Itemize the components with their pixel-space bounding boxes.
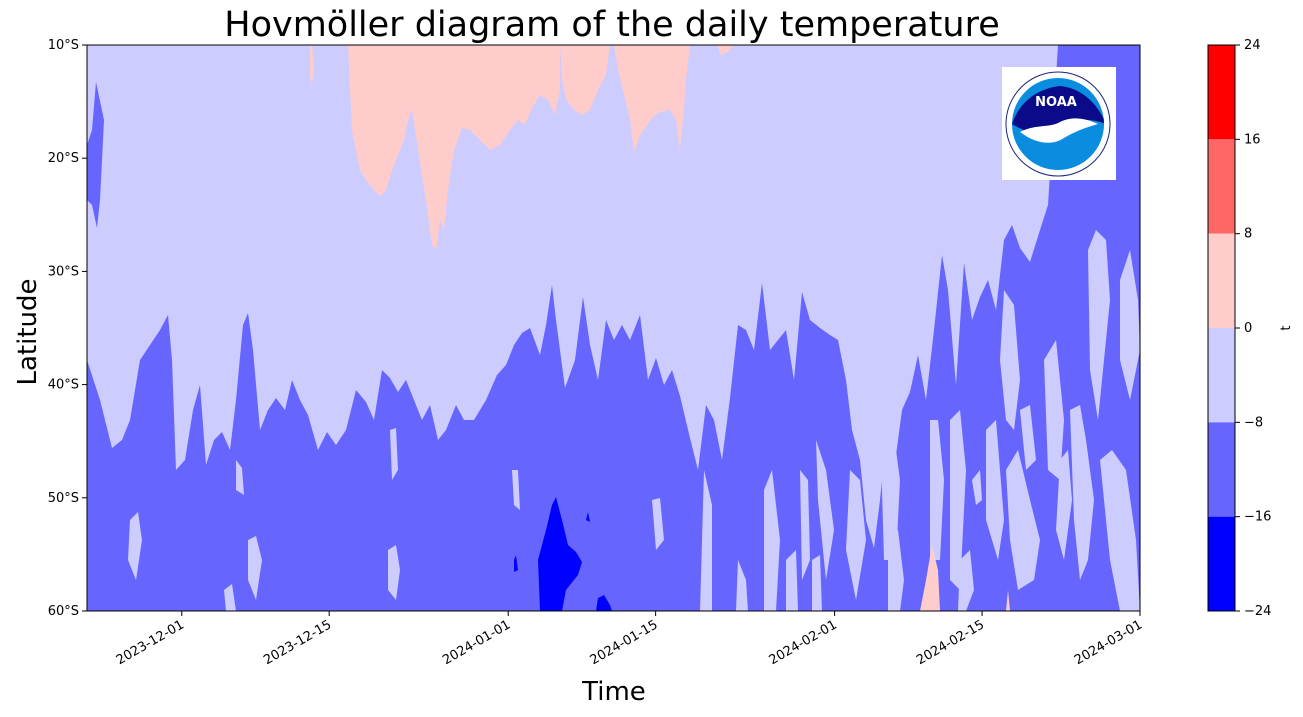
- colorbar-segment: [1208, 516, 1235, 611]
- band-medium-blue-south: [87, 45, 1140, 611]
- band-light-red: [310, 45, 1010, 611]
- y-tick-label: 10°S: [48, 38, 79, 53]
- x-tick-label: 2024-03-01: [1072, 617, 1145, 668]
- x-tick-label: 2024-01-15: [588, 617, 661, 668]
- y-tick-label: 30°S: [48, 264, 79, 279]
- colorbar: 24 16 8 0 −8 −16 −24: [1207, 38, 1271, 619]
- colorbar-tick-label: 0: [1244, 321, 1252, 336]
- y-tick-label: 60°S: [48, 604, 79, 619]
- y-tick-label: 20°S: [48, 151, 79, 166]
- chart-title: Hovmöller diagram of the daily temperatu…: [224, 5, 1000, 45]
- x-tick-label: 2024-02-15: [914, 617, 987, 668]
- colorbar-tick-label: −8: [1244, 415, 1263, 430]
- noaa-logo: NOAA: [1002, 67, 1116, 180]
- y-axis: 10°S 20°S 30°S 40°S 50°S 60°S: [48, 38, 87, 619]
- x-axis-label: Time: [581, 677, 646, 707]
- band-deep-blue: [514, 497, 612, 611]
- y-axis-label: Latitude: [13, 278, 43, 385]
- colorbar-tick-label: 16: [1244, 132, 1261, 147]
- plot-area: [87, 45, 1140, 611]
- x-tick-label: 2023-12-01: [114, 617, 187, 668]
- colorbar-segment: [1208, 328, 1235, 423]
- colorbar-label: t: [1279, 325, 1294, 330]
- x-axis: 2023-12-01 2023-12-15 2024-01-01 2024-01-15…: [114, 611, 1145, 668]
- x-tick-label: 2024-01-01: [440, 617, 513, 668]
- colorbar-tick-label: 24: [1244, 38, 1261, 53]
- colorbar-tick-label: −16: [1244, 510, 1271, 525]
- colorbar-segment: [1208, 233, 1235, 328]
- colorbar-segment: [1208, 139, 1235, 234]
- band-light-blue-pockets: [128, 230, 1140, 611]
- colorbar-segment: [1208, 45, 1235, 140]
- colorbar-segment: [1208, 422, 1235, 517]
- plot-frame: [86, 44, 1141, 612]
- band-medium-blue-north-left: [87, 45, 104, 228]
- x-tick-label: 2024-02-01: [767, 617, 840, 668]
- colorbar-tick-label: 8: [1244, 227, 1252, 242]
- x-tick-label: 2023-12-15: [261, 617, 334, 668]
- y-tick-label: 40°S: [48, 378, 79, 393]
- y-tick-label: 50°S: [48, 491, 79, 506]
- colorbar-tick-label: −24: [1244, 604, 1271, 619]
- noaa-logo-text: NOAA: [1035, 95, 1077, 110]
